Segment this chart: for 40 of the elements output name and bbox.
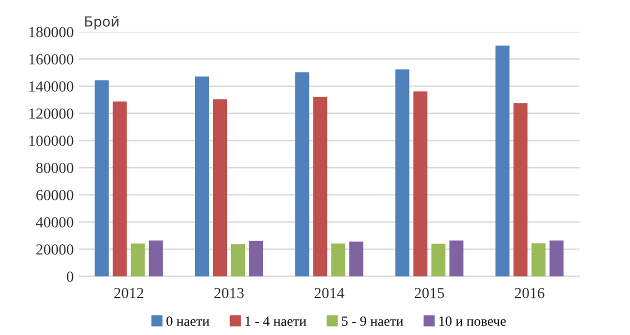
x-tick-label: 2016: [514, 288, 544, 298]
y-axis-title: Брой: [85, 16, 118, 30]
bar: [550, 240, 564, 276]
y-tick-label: 140000: [29, 81, 74, 92]
legend-label: 0 наети: [166, 316, 210, 326]
bar: [413, 91, 428, 276]
bar: [94, 80, 109, 276]
bar: [130, 243, 145, 276]
bar: [112, 102, 127, 276]
x-tick-label: 2014: [314, 288, 344, 298]
x-tick-label: 2012: [114, 288, 144, 298]
bar: [212, 99, 227, 276]
y-tick-label: 60000: [36, 190, 74, 200]
bar: [513, 103, 528, 276]
bar: [148, 240, 163, 276]
y-tick-label: 160000: [29, 54, 74, 64]
legend-label: 10 и повече: [439, 316, 506, 326]
bar: [532, 243, 546, 276]
legend-label: 5 - 9 наети: [342, 316, 404, 326]
bar: [295, 72, 310, 276]
y-tick-label: 0: [66, 272, 74, 282]
y-tick-label: 120000: [29, 108, 74, 119]
bar: [349, 242, 364, 276]
bar: [395, 69, 410, 276]
bar: [194, 76, 209, 276]
y-tick-label: 80000: [36, 162, 74, 174]
y-tick-label: 20000: [36, 244, 74, 255]
bar: [431, 244, 446, 276]
bar: [331, 243, 346, 276]
x-tick-label: 2013: [214, 288, 244, 298]
bar: [313, 96, 328, 276]
y-tick-label: 180000: [29, 26, 74, 38]
legend-label: 1 - 4 наети: [246, 316, 306, 326]
bar: [249, 240, 264, 276]
bar: [495, 46, 510, 276]
bar: [231, 244, 246, 276]
y-tick-label: 40000: [36, 217, 74, 228]
bar: [449, 240, 464, 276]
x-tick-label: 2015: [414, 288, 444, 298]
y-tick-label: 100000: [29, 136, 74, 146]
